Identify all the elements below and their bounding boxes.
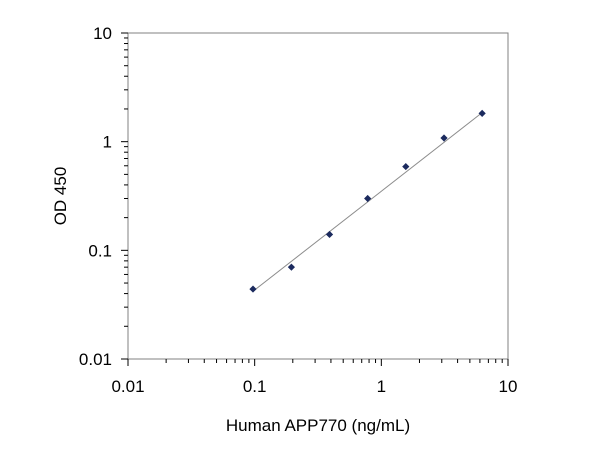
data-point xyxy=(478,109,486,118)
x-tick-label: 1 xyxy=(377,377,386,396)
x-tick-label: 0.1 xyxy=(243,377,267,396)
x-tick-label: 10 xyxy=(499,377,518,396)
data-point xyxy=(440,134,448,142)
x-tick-label: 0.01 xyxy=(111,377,144,396)
data-point xyxy=(402,162,410,171)
y-tick-label: 1 xyxy=(103,133,112,152)
data-point xyxy=(287,263,296,271)
data-point xyxy=(325,230,334,239)
y-minor-ticks xyxy=(124,37,128,327)
y-axis-ticks: 0.01 0.1 1 10 xyxy=(79,24,128,369)
data-points xyxy=(249,109,486,293)
x-minor-ticks xyxy=(165,359,503,363)
y-tick-label: 10 xyxy=(93,24,112,43)
y-tick-label: 0.01 xyxy=(79,350,112,369)
data-point xyxy=(364,194,372,203)
y-axis-title: OD 450 xyxy=(51,167,70,226)
x-axis-ticks: 0.01 0.1 1 10 xyxy=(111,359,517,396)
data-point xyxy=(249,285,257,293)
y-tick-label: 0.1 xyxy=(88,241,112,260)
x-axis-title: Human APP770 (ng/mL) xyxy=(226,416,410,435)
plot-area xyxy=(127,32,509,360)
